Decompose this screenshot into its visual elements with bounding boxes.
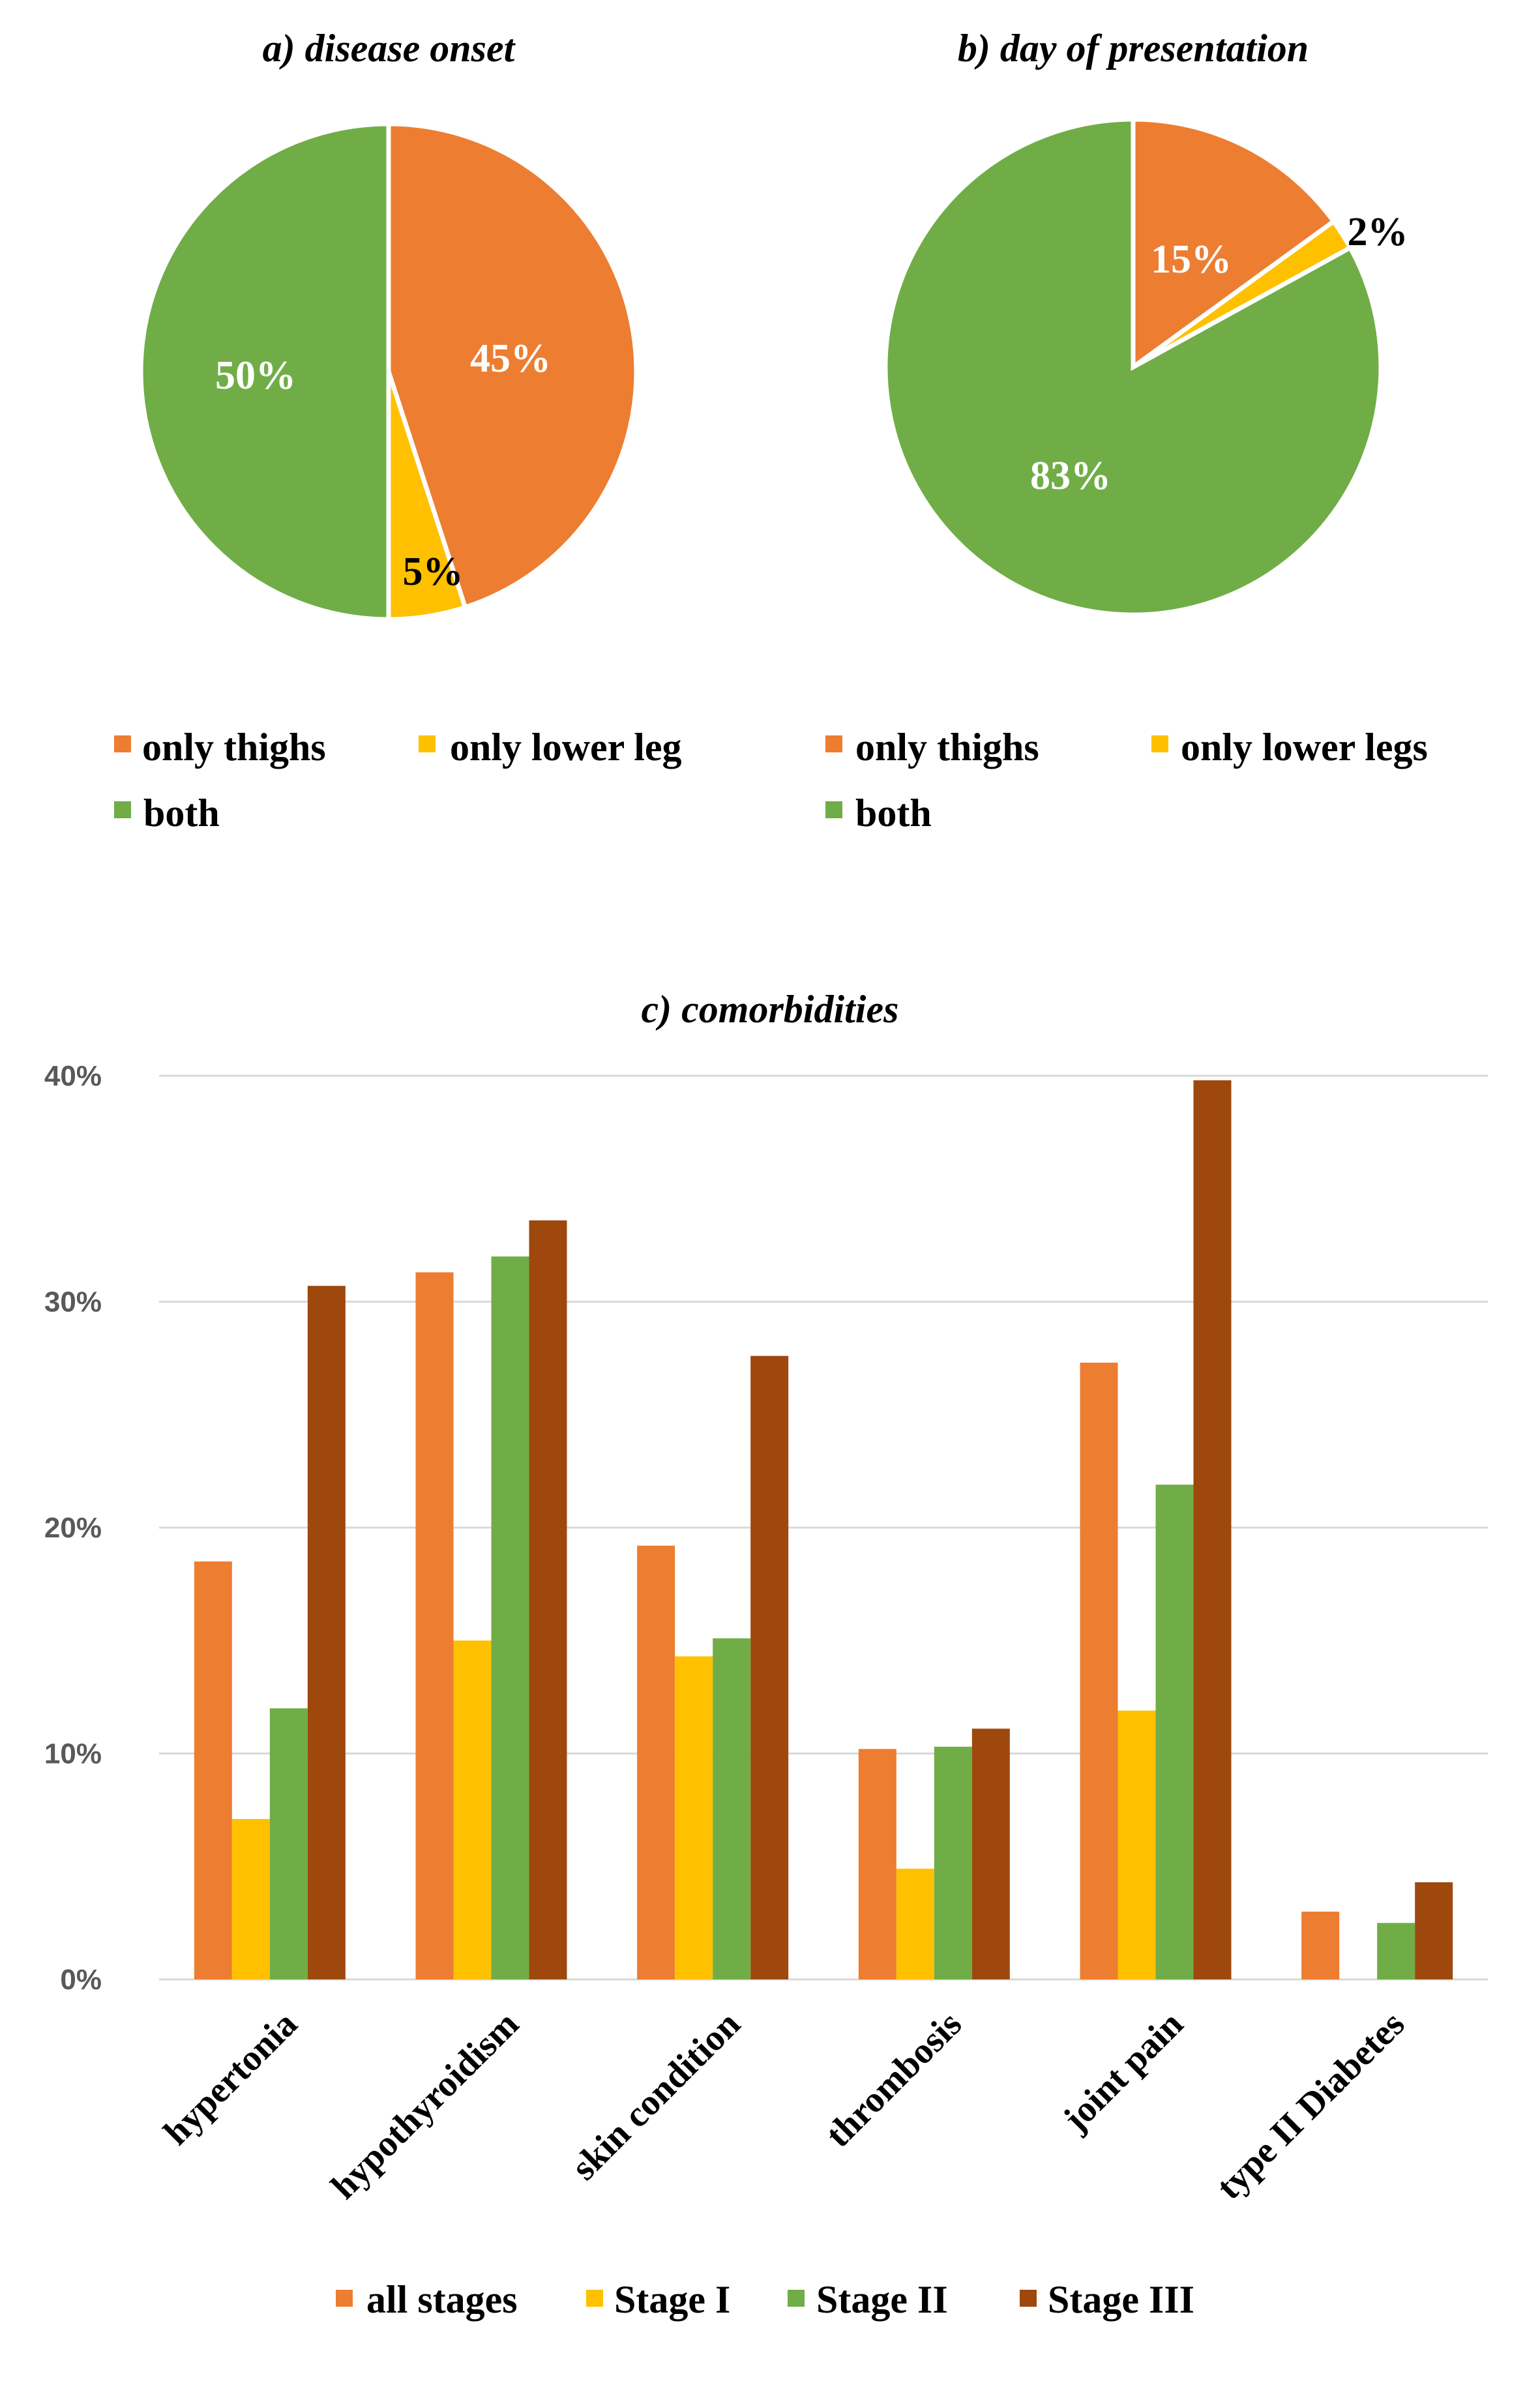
legend-label-only-thighs: only thighs xyxy=(855,726,1039,769)
legend-swatch-stage-i xyxy=(586,2290,603,2307)
bar-joint-pain-stage-ii xyxy=(1155,1485,1194,1979)
pie-a-slice-both xyxy=(138,121,391,622)
category-label-type-ii-diabetes: type II Diabetes xyxy=(1209,2004,1412,2207)
pie-a-slice-only-thighs xyxy=(386,121,639,610)
pie-b-labels: 15% 2% 83% xyxy=(1030,210,1408,498)
category-label-joint-pain: joint pain xyxy=(1055,2004,1191,2139)
pie-a-slice-label-only-thighs: 45% xyxy=(470,336,551,381)
legend-label-only-thighs: only thighs xyxy=(142,726,326,769)
bar-hypertonia-stage-i xyxy=(231,1818,270,1979)
pie-a-legend: only thighs only lower leg both xyxy=(114,726,682,835)
bar-skin-condition-stage-i xyxy=(675,1656,713,1979)
y-tick-label: 0% xyxy=(60,1964,102,1996)
pie-b-slices xyxy=(883,117,1384,617)
category-label-skin-condition: skin condition xyxy=(564,2004,748,2188)
bar-joint-pain-stage-i xyxy=(1118,1710,1156,1979)
bar-hypertonia-stage-iii xyxy=(307,1286,346,1979)
bar-y-tick-labels: 0% 10% 20% 30% 40% xyxy=(44,1060,102,1996)
bar-hypothyroidism-stage-ii xyxy=(491,1256,529,1979)
bar-category-labels: hypertonia hypothyroidism skin condition th… xyxy=(156,2004,1412,2207)
bar-joint-pain-all-stages xyxy=(1080,1363,1118,1979)
bar-marks xyxy=(194,1080,1453,1979)
legend-swatch-stage-ii xyxy=(788,2290,805,2307)
legend-swatch-only-thighs xyxy=(114,735,131,752)
bar-thrombosis-all-stages xyxy=(858,1749,896,1979)
legend-swatch-stage-iii xyxy=(1020,2290,1037,2307)
legend-label-stage-i: Stage I xyxy=(614,2278,730,2321)
bar-type-ii-diabetes-stage-iii xyxy=(1415,1882,1453,1979)
legend-swatch-only-lower-leg xyxy=(419,735,436,752)
pie-a-title: a) disease onset xyxy=(263,27,516,70)
pie-a-slice-label-only-lower-leg: 5% xyxy=(403,550,464,594)
bar-hypothyroidism-all-stages xyxy=(415,1272,454,1979)
category-label-hypothyroidism: hypothyroidism xyxy=(323,2004,527,2207)
legend-swatch-both xyxy=(825,801,842,818)
bar-type-ii-diabetes-all-stages xyxy=(1301,1912,1340,1979)
legend-swatch-only-thighs xyxy=(825,735,842,752)
y-tick-label: 30% xyxy=(44,1286,102,1318)
bar-gridlines xyxy=(159,1074,1488,1981)
pie-a-slice-label-both: 50% xyxy=(215,353,296,398)
bar-hypertonia-stage-ii xyxy=(269,1708,308,1979)
legend-swatch-all-stages xyxy=(336,2290,353,2307)
pie-b-slice-label-only-thighs: 15% xyxy=(1151,237,1232,282)
pie-a-slices xyxy=(138,121,639,622)
bar-thrombosis-stage-iii xyxy=(971,1728,1010,1979)
legend-label-stage-iii: Stage III xyxy=(1048,2278,1194,2321)
pie-b-slice-label-both: 83% xyxy=(1030,454,1111,498)
pie-b-title: b) day of presentation xyxy=(958,27,1309,70)
legend-label-all-stages: all stages xyxy=(366,2278,518,2321)
legend-swatch-only-lower-legs xyxy=(1151,735,1168,752)
category-label-hypertonia: hypertonia xyxy=(156,2004,305,2153)
bar-thrombosis-stage-ii xyxy=(934,1747,972,1979)
pie-b-slice-both xyxy=(883,117,1384,617)
y-tick-label: 20% xyxy=(44,1512,102,1544)
pie-b-legend: only thighs only lower legs both xyxy=(825,726,1428,835)
bar-joint-pain-stage-iii xyxy=(1193,1080,1232,1979)
legend-label-both: both xyxy=(855,792,932,835)
bar-skin-condition-stage-ii xyxy=(713,1638,751,1979)
legend-swatch-both xyxy=(114,801,131,818)
bar-thrombosis-stage-i xyxy=(896,1869,934,1979)
pie-b-slice-label-only-lower-legs: 2% xyxy=(1348,210,1408,254)
bar-hypothyroidism-stage-iii xyxy=(529,1220,567,1979)
pie-chart-day-of-presentation: b) day of presentation 15% 2% 83% only thi… xyxy=(825,27,1428,835)
bar-chart-comorbidities: c) comorbidities 0% 10% 20% 30% 40% hyperton… xyxy=(44,988,1488,2321)
bar-hypertonia-all-stages xyxy=(194,1561,232,1979)
legend-label-both: both xyxy=(143,792,220,835)
bar-chart-title: c) comorbidities xyxy=(642,988,899,1031)
legend-label-stage-ii: Stage II xyxy=(816,2278,948,2321)
legend-label-only-lower-leg: only lower leg xyxy=(450,726,682,769)
pie-a-labels: 45% 5% 50% xyxy=(215,336,551,594)
bar-type-ii-diabetes-stage-ii xyxy=(1377,1923,1415,1979)
bar-legend: all stages Stage I Stage II Stage III xyxy=(336,2278,1194,2321)
bar-skin-condition-stage-iii xyxy=(750,1355,789,1979)
pie-chart-disease-onset: a) disease onset 45% 5% 50% only thighs on… xyxy=(114,27,682,835)
y-tick-label: 10% xyxy=(44,1738,102,1770)
category-label-thrombosis: thrombosis xyxy=(818,2004,970,2155)
y-tick-label: 40% xyxy=(44,1060,102,1092)
legend-label-only-lower-legs: only lower legs xyxy=(1181,726,1428,769)
pie-b-slice-only-thighs xyxy=(1131,117,1337,372)
bar-hypothyroidism-stage-i xyxy=(453,1640,492,1979)
bar-skin-condition-all-stages xyxy=(637,1545,675,1979)
